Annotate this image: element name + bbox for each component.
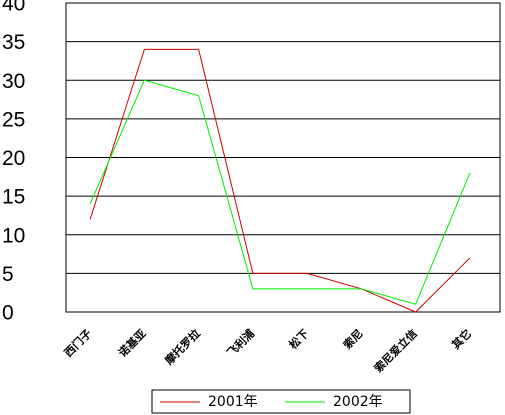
y-tick-label: 35 (2, 31, 25, 54)
x-tick-label: 诺基亚 (115, 326, 148, 359)
x-tick-label: 飞利浦 (224, 326, 257, 359)
x-tick-label: 西门子 (61, 326, 94, 359)
y-tick-label: 15 (2, 186, 25, 209)
x-tick-label: 其它 (449, 326, 474, 351)
x-tick-label: 索尼爱立信 (371, 326, 420, 375)
y-tick-label: 0 (2, 302, 14, 325)
y-tick-label: 10 (2, 224, 25, 247)
y-tick-label: 25 (2, 108, 25, 131)
legend-box (151, 389, 411, 414)
series-line (89, 48, 471, 313)
y-tick-label: 20 (2, 147, 25, 170)
series-line (89, 79, 471, 305)
x-tick-label: 索尼 (340, 326, 365, 351)
y-tick-label: 30 (2, 70, 25, 93)
plot-frame (65, 2, 501, 313)
x-tick-label: 摩托罗拉 (162, 326, 203, 367)
y-tick-label: 40 (2, 0, 25, 16)
legend-label: 2002年 (333, 394, 383, 410)
x-tick-label: 松下 (286, 326, 311, 351)
legend-label: 2001年 (208, 394, 258, 410)
y-tick-label: 5 (2, 263, 14, 286)
